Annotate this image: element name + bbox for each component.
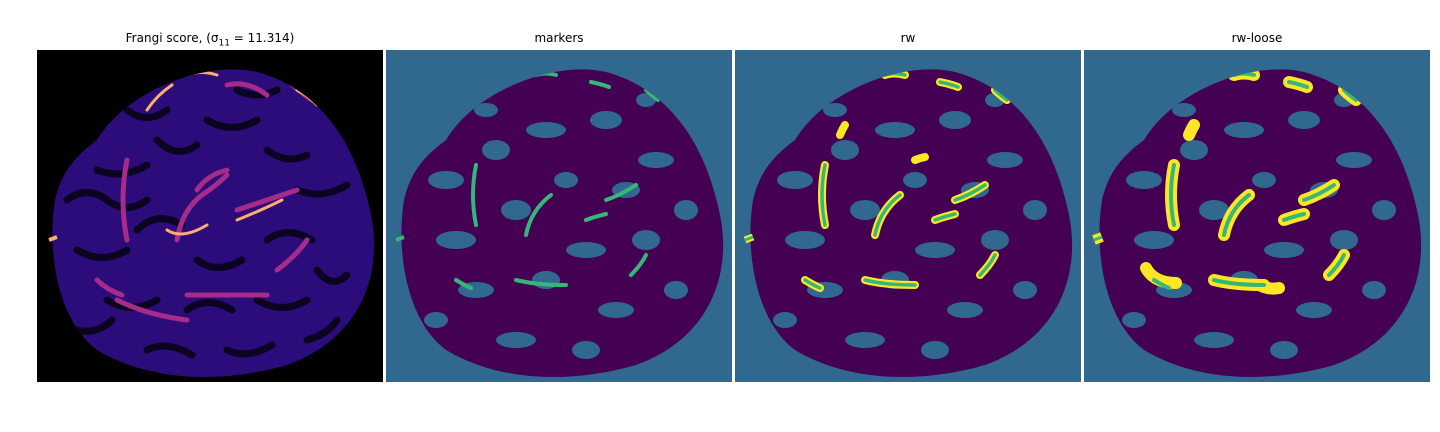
rw-svg xyxy=(735,50,1081,382)
panel-title-frangi: Frangi score, (σ11 = 11.314) xyxy=(37,31,383,48)
rw-image xyxy=(735,50,1081,382)
rw-loose-svg xyxy=(1084,50,1430,382)
frangi-svg xyxy=(37,50,383,382)
markers-image xyxy=(386,50,732,382)
markers-svg xyxy=(386,50,732,382)
panel-title-rw-loose: rw-loose xyxy=(1084,31,1430,45)
rw-loose-image xyxy=(1084,50,1430,382)
panel-title-markers: markers xyxy=(386,31,732,45)
panel-title-rw: rw xyxy=(735,31,1081,45)
frangi-image xyxy=(37,50,383,382)
